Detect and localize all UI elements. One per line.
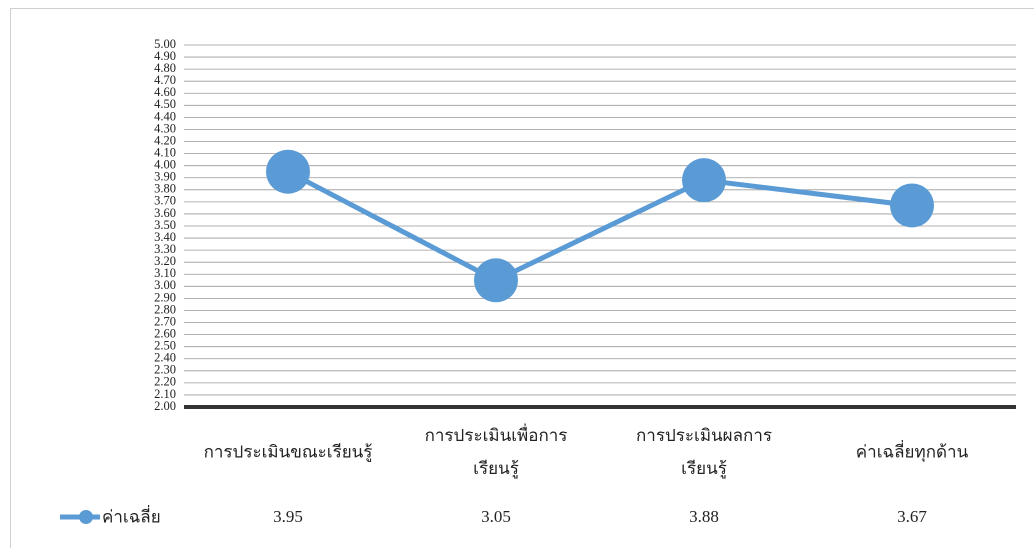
y-tick-label: 4.70 bbox=[154, 73, 176, 87]
y-tick-label: 4.50 bbox=[154, 97, 176, 111]
y-tick-label: 2.30 bbox=[154, 363, 176, 377]
x-tick-label: การประเมินเพื่อการ เรียนรู้ bbox=[392, 419, 600, 485]
table-value: 3.88 bbox=[600, 507, 808, 527]
y-tick-label: 2.80 bbox=[154, 302, 176, 316]
point bbox=[890, 183, 934, 227]
y-tick-label: 3.30 bbox=[154, 242, 176, 256]
page: 2.002.102.202.302.402.502.602.702.802.90… bbox=[0, 0, 1035, 549]
x-tick-label: การประเมินขณะเรียนรู้ bbox=[184, 436, 392, 469]
y-tick-label: 4.60 bbox=[154, 85, 176, 99]
y-tick-label: 4.00 bbox=[154, 158, 176, 172]
y-tick-label: 3.10 bbox=[154, 266, 176, 280]
y-tick-label: 3.80 bbox=[154, 182, 176, 196]
y-tick-label: 2.20 bbox=[154, 375, 176, 389]
y-tick-label: 3.50 bbox=[154, 218, 176, 232]
y-tick-label: 2.40 bbox=[154, 351, 176, 365]
y-tick-label: 4.40 bbox=[154, 109, 176, 123]
y-tick-label: 4.20 bbox=[154, 133, 176, 147]
y-tick-label: 2.00 bbox=[154, 399, 176, 413]
y-tick-label: 2.50 bbox=[154, 339, 176, 353]
point bbox=[682, 158, 726, 202]
y-tick-label: 4.30 bbox=[154, 121, 176, 135]
y-tick-label: 4.10 bbox=[154, 145, 176, 159]
y-tick-label: 2.70 bbox=[154, 314, 176, 328]
y-tick-label: 4.80 bbox=[154, 61, 176, 75]
y-tick-label: 3.60 bbox=[154, 206, 176, 220]
y-tick-label: 2.90 bbox=[154, 290, 176, 304]
table-value: 3.95 bbox=[184, 507, 392, 527]
table-value: 3.67 bbox=[808, 507, 1016, 527]
y-tick-label: 2.10 bbox=[154, 387, 176, 401]
y-tick-label: 3.70 bbox=[154, 194, 176, 208]
legend-marker bbox=[79, 510, 93, 524]
y-tick-label: 5.00 bbox=[154, 37, 176, 51]
x-tick-label: การประเมินผลการ เรียนรู้ bbox=[600, 419, 808, 485]
legend-label: ค่าเฉลี่ย bbox=[102, 504, 161, 531]
point bbox=[474, 258, 518, 302]
point bbox=[266, 150, 310, 194]
y-tick-label: 4.90 bbox=[154, 49, 176, 63]
y-tick-label: 3.20 bbox=[154, 254, 176, 268]
y-tick-label: 3.90 bbox=[154, 170, 176, 184]
y-tick-label: 3.00 bbox=[154, 278, 176, 292]
table-value: 3.05 bbox=[392, 507, 600, 527]
y-tick-label: 2.60 bbox=[154, 326, 176, 340]
x-tick-label: ค่าเฉลี่ยทุกด้าน bbox=[808, 436, 1016, 469]
y-tick-label: 3.40 bbox=[154, 230, 176, 244]
